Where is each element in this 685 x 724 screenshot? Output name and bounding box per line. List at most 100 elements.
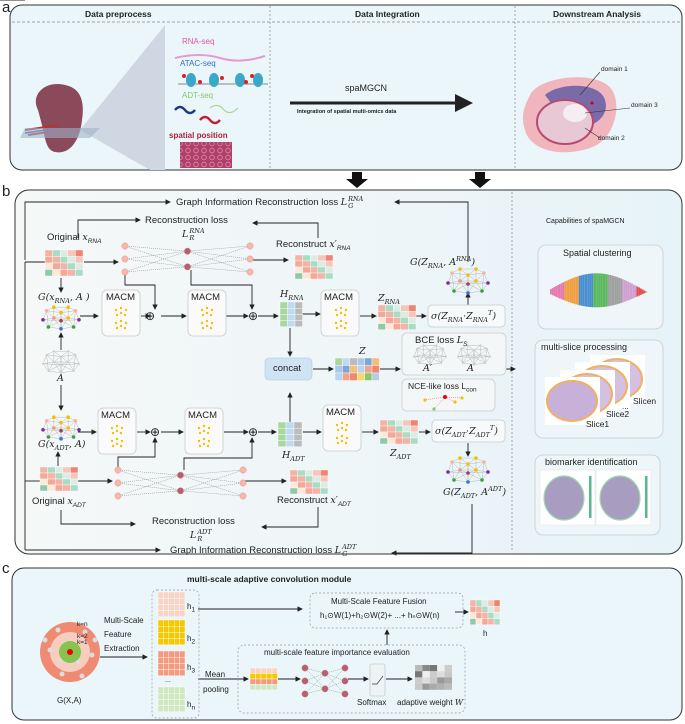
graph-edge	[68, 361, 74, 372]
graph-edge	[42, 317, 54, 320]
pooled-cell	[255, 673, 262, 680]
matrix-cell	[293, 428, 303, 435]
network-edge	[324, 673, 346, 682]
cluster-strip	[645, 291, 648, 293]
network-node	[114, 492, 122, 500]
cell	[157, 591, 164, 599]
graph-node	[416, 347, 419, 350]
graph-node	[59, 318, 63, 323]
graph-edge	[462, 357, 475, 364]
matrix-cell	[342, 372, 350, 381]
matrix-cell	[377, 304, 386, 312]
macm-mini-graph-icon	[200, 306, 214, 317]
graph-node	[46, 435, 51, 439]
cell	[173, 619, 180, 627]
graph-edge	[60, 370, 74, 373]
g-x-rna-graph	[41, 305, 81, 331]
matrix-cell	[379, 437, 388, 445]
graph-node	[441, 347, 444, 350]
graph-edge	[457, 356, 475, 358]
header-downstream-analysis: Downstream Analysis	[553, 9, 642, 19]
cluster-strip	[560, 283, 563, 300]
cell	[163, 610, 169, 617]
matrix-cell	[393, 304, 402, 312]
cluster-strip	[607, 274, 610, 307]
network-edge	[304, 673, 326, 695]
matrix-cell	[317, 260, 326, 268]
h-rna-label: HRNA	[280, 289, 304, 302]
node	[209, 326, 213, 330]
graph-edge	[461, 348, 468, 356]
graph-edge	[53, 427, 62, 439]
macm-mini-graph-icon	[197, 437, 211, 448]
graph-node	[47, 370, 50, 372]
matrix-cell	[387, 425, 396, 433]
matrix-cell	[55, 466, 64, 474]
cell	[173, 626, 180, 633]
graph-node	[422, 354, 425, 356]
node	[207, 426, 211, 430]
network-edge	[324, 688, 346, 695]
graph-node	[473, 363, 475, 366]
network-node	[239, 466, 247, 474]
method-name: spaMGCN	[345, 83, 388, 93]
matrix-cell	[297, 469, 306, 477]
network-node	[239, 492, 247, 500]
matrix-cell	[67, 262, 76, 270]
network-edge	[324, 673, 346, 695]
matrix-cell	[289, 487, 298, 495]
z-adt-matrix	[379, 419, 419, 445]
matrix-cell	[487, 612, 495, 619]
network-edge	[117, 475, 181, 484]
network-edge	[304, 688, 326, 695]
a-graph	[457, 344, 491, 366]
node	[210, 308, 214, 312]
graph-edge	[457, 356, 463, 364]
network-edge	[180, 475, 244, 497]
graph-edge	[467, 469, 477, 483]
graph-node	[473, 356, 475, 359]
adt-seq-label: ADT-seq	[182, 91, 214, 100]
matrix-cell	[385, 323, 394, 331]
node	[124, 321, 128, 325]
graph-node	[458, 279, 462, 283]
matrix-cell	[60, 256, 69, 264]
weight-cell	[415, 671, 423, 678]
network-edge	[117, 469, 181, 476]
node	[123, 313, 127, 317]
graph-node	[73, 309, 78, 313]
graph-edge	[60, 427, 69, 439]
matrix-cell	[289, 469, 298, 477]
network-node	[301, 664, 309, 672]
cluster-strip	[634, 285, 637, 298]
tissue-domains-diagram	[522, 71, 631, 153]
cell	[168, 604, 175, 611]
graph-edge	[68, 427, 80, 430]
graph-edge	[453, 469, 461, 481]
cell	[173, 632, 180, 639]
graph-edge	[48, 320, 62, 328]
spatial-position-grid	[180, 142, 232, 168]
pooled-cell	[249, 684, 256, 691]
matrix-cell	[357, 372, 365, 381]
network-edge	[117, 482, 181, 491]
graph-node	[458, 267, 462, 271]
graph-edge	[467, 471, 489, 474]
graph-edge	[459, 280, 469, 294]
multi-slice-label: multi-slice processing	[541, 342, 628, 352]
graph-edge	[451, 272, 461, 282]
node	[110, 426, 114, 430]
slice-2-label: Slice2	[606, 409, 630, 419]
matrix-cell	[487, 618, 495, 625]
network-node	[121, 255, 129, 263]
matrix-cell	[75, 256, 84, 264]
network-edge	[124, 258, 188, 267]
down-arrow-icon	[346, 172, 368, 188]
cell	[179, 650, 186, 658]
cell	[157, 669, 164, 676]
graph-edge	[467, 282, 489, 285]
network-edge	[117, 490, 181, 497]
graph-edge	[461, 345, 468, 349]
graph-edge	[429, 357, 442, 364]
graph-edge	[60, 429, 80, 431]
